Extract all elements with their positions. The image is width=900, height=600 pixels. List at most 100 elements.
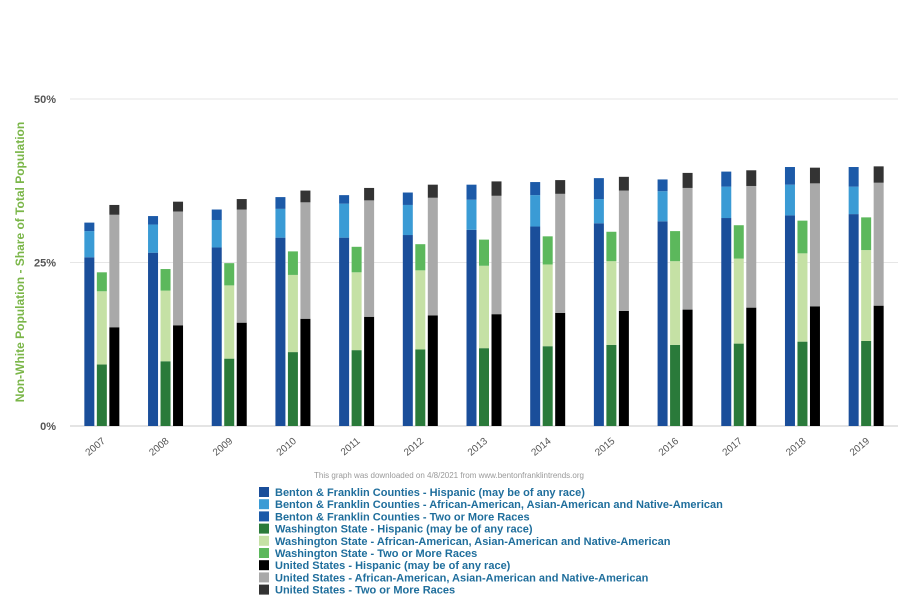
legend-swatch [259,487,269,497]
bar-segment [224,358,235,426]
x-tick-labels: 2007 2008 2009 2010 2011 2012 2013 2014 2015 2016… [84,436,873,459]
legend-label: Benton & Franklin Counties - Two or More… [275,511,530,523]
x-tick-label: 2008 [147,436,171,459]
x-tick-label: 2015 [593,436,617,459]
bar-segment [555,180,566,194]
bar-segment [618,190,629,311]
legend-item[interactable]: United States - Hispanic (may be of any … [259,560,511,572]
x-tick-label: 2018 [784,436,808,459]
legend-swatch [259,499,269,510]
bar-segment [733,343,744,426]
bar-segment [402,192,413,205]
bar-segment [606,231,617,262]
bar-segment [466,199,477,230]
y-tick-label: 0% [40,421,56,433]
x-tick-label: 2010 [275,436,299,459]
bar-segment [415,244,426,271]
legend-swatch [259,548,269,558]
bar-segment [797,220,808,254]
bar-segment [236,209,247,323]
bar-segment [606,344,617,426]
bar-segment [364,187,375,201]
bar-segment [491,195,502,315]
bar-segment [682,172,693,188]
bar-segment [848,167,859,187]
legend-label: Washington State - Hispanic (may be of a… [275,524,533,536]
bar-segment [300,318,311,426]
bar-segment [300,202,311,319]
bar-segment [593,199,604,224]
bar-segment [733,225,744,259]
bar-segment [530,195,541,227]
bar-segment [721,171,732,187]
bar-segment [873,166,884,183]
bar-segment [236,322,247,426]
bar-segment [670,261,681,345]
y-tick-label: 25% [34,258,56,270]
legend-item[interactable]: Benton & Franklin Counties - Two or More… [259,511,530,523]
bar-segment [339,237,350,426]
legend-label: Benton & Franklin Counties - Hispanic (m… [275,487,585,499]
legend[interactable]: Benton & Franklin Counties - Hispanic (m… [259,487,723,597]
legend-item[interactable]: Washington State - Hispanic (may be of a… [259,523,533,536]
bar-segment [721,186,732,219]
legend-item[interactable]: Benton & Franklin Counties - African-Ame… [259,499,723,511]
legend-label: United States - Hispanic (may be of any … [275,560,511,572]
x-tick-label: 2012 [402,436,426,459]
bar-segment [861,250,872,341]
legend-item[interactable]: Washington State - Two or More Races [259,548,477,560]
legend-item[interactable]: Benton & Franklin Counties - Hispanic (m… [259,487,585,499]
bar-segment [848,186,859,215]
bar-segment [873,182,884,306]
legend-item[interactable]: United States - African-American, Asian-… [259,572,649,584]
bar-segment [109,214,120,328]
legend-label: United States - African-American, Asian-… [275,572,649,584]
legend-label: Washington State - Two or More Races [275,548,477,560]
y-tick-label: 50% [34,94,56,106]
bar-segment [287,352,298,426]
bar-segment [542,236,553,265]
bar-segment [555,193,566,313]
x-tick-label: 2014 [530,436,554,459]
legend-item[interactable]: United States - Two or More Races [259,584,455,597]
bar-segment [491,314,502,426]
x-tick-label: 2013 [466,436,490,459]
bar-segment [466,229,477,426]
bar-segment [746,170,757,186]
bar-segment [657,179,668,192]
bar-segment [364,200,375,317]
bar-segment [555,312,566,426]
bar-segment [224,263,235,286]
bar-segment [861,217,872,251]
bar-segment [797,341,808,426]
bar-segment [300,190,311,203]
bar-segment [402,204,413,236]
legend-swatch [259,523,269,534]
bar-segment [84,222,95,232]
x-tick-label: 2019 [848,436,872,459]
bar-segment [173,211,184,326]
bar-segment [479,348,489,426]
bar-segment [618,176,629,191]
x-tick-label: 2009 [211,436,235,459]
bar-segment [351,350,362,426]
bar-segment [275,237,286,426]
bar-segment [530,226,541,426]
bar-segment [809,183,820,307]
legend-swatch [259,572,269,583]
bar-segment [784,167,795,185]
bar-segment [657,221,668,426]
legend-item[interactable]: Washington State - African-American, Asi… [259,535,671,548]
bar-segment [109,327,120,426]
bar-segment [84,231,95,258]
bar-segment [415,349,426,426]
bar-segment [427,184,438,198]
download-note: This graph was downloaded on 4/8/2021 fr… [314,471,584,480]
legend-swatch [259,584,269,595]
bar-segment [148,252,159,426]
bar-segment [339,195,350,204]
bar-segment [351,272,362,351]
bar-segment [670,231,681,262]
bar-segment [542,346,553,426]
